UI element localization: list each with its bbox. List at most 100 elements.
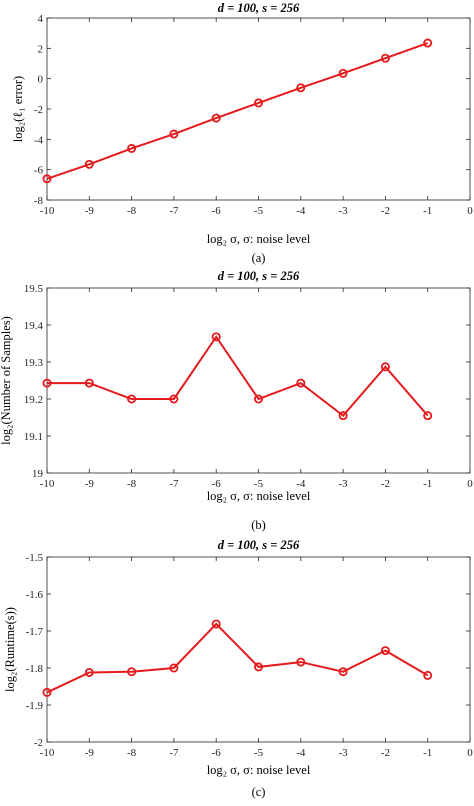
chart-title: d = 100, s = 256 (218, 538, 300, 552)
data-point (338, 411, 348, 421)
plot-area (46, 17, 471, 201)
x-tick-label: 0 (467, 205, 473, 217)
x-tick-label: -8 (127, 205, 137, 217)
series-line (46, 42, 429, 180)
data-point (380, 362, 390, 372)
y-tick-label: -2 (34, 104, 43, 116)
y-tick-label: 19 (32, 468, 44, 480)
data-point (42, 174, 52, 184)
x-tick-label: -10 (40, 747, 55, 759)
y-tick-label: 2 (38, 43, 44, 55)
data-point (42, 378, 52, 388)
x-axis-label: log₂ σ, σ: noise level (207, 763, 311, 777)
data-point (423, 38, 433, 48)
data-point (84, 667, 94, 677)
x-tick-label: -6 (212, 747, 222, 759)
y-axis-label: log₂(ℓ₁ error) (11, 76, 25, 142)
x-tick-label: -7 (169, 478, 179, 490)
y-tick-label: -2 (34, 737, 43, 749)
data-point (169, 394, 179, 404)
data-point (380, 646, 390, 656)
x-tick-label: -1 (423, 478, 432, 490)
chart-panel-3: -10 -9 -8 -7 -6 -5 -4 -3 -2 -1 0-2-1.9-1.8-1.7-1.6… (3, 538, 473, 799)
x-axis-label: log₂ σ, σ: noise level (207, 232, 311, 246)
y-tick-label: -8 (34, 195, 44, 207)
panel-caption: (b) (251, 518, 266, 532)
y-tick-label: 0 (38, 74, 44, 86)
x-tick-label: -2 (381, 205, 390, 217)
data-point (84, 159, 94, 169)
y-tick-label: 4 (38, 13, 44, 25)
y-tick-label: -6 (34, 165, 44, 177)
y-tick-label: -4 (34, 134, 44, 146)
data-point (42, 687, 52, 697)
data-point (169, 129, 179, 139)
data-point (296, 657, 306, 667)
x-tick-label: -1 (423, 747, 432, 759)
x-tick-label: -5 (254, 205, 264, 217)
data-point (211, 332, 221, 342)
data-point (127, 394, 137, 404)
x-tick-label: -10 (40, 478, 55, 490)
data-point (211, 619, 221, 629)
data-point (127, 143, 137, 153)
x-tick-label: -3 (339, 478, 349, 490)
x-tick-label: -8 (127, 747, 137, 759)
y-tick-label: 19.4 (24, 320, 44, 332)
x-tick-label: -8 (127, 478, 137, 490)
series-line (46, 622, 429, 694)
y-tick-label: 19.5 (24, 283, 44, 295)
x-tick-label: 0 (467, 478, 473, 490)
data-point (127, 667, 137, 677)
data-point (169, 663, 179, 673)
data-point (423, 670, 433, 680)
y-tick-label: 19.3 (24, 357, 44, 369)
x-tick-label: -6 (212, 205, 222, 217)
data-point (380, 53, 390, 63)
data-point (423, 411, 433, 421)
y-tick-label: -1.6 (26, 589, 44, 601)
data-point (296, 83, 306, 93)
x-tick-label: -3 (339, 747, 349, 759)
data-point (253, 98, 263, 108)
chart-title: d = 100, s = 256 (218, 1, 300, 15)
y-axis-label: log₂(Runtime(s)) (3, 607, 17, 692)
panel-caption: (c) (252, 785, 266, 799)
x-tick-label: -2 (381, 747, 390, 759)
y-tick-label: 19.1 (24, 431, 43, 443)
data-point (338, 667, 348, 677)
y-tick-label: -1.5 (26, 552, 44, 564)
panel-caption: (a) (252, 251, 266, 265)
y-axis-label: log₂(Number of Samples) (0, 316, 13, 445)
data-point (211, 113, 221, 123)
x-tick-label: -9 (85, 478, 95, 490)
data-point (338, 68, 348, 78)
y-tick-label: -1.8 (26, 663, 44, 675)
x-tick-label: -4 (296, 478, 306, 490)
y-tick-label: -1.7 (26, 626, 44, 638)
x-axis-label: log₂ σ, σ: noise level (207, 489, 311, 503)
x-tick-label: -5 (254, 747, 264, 759)
x-tick-label: -2 (381, 478, 390, 490)
x-tick-label: -4 (296, 205, 306, 217)
x-tick-label: -7 (169, 747, 179, 759)
data-point (253, 662, 263, 672)
y-tick-label: -1.9 (26, 700, 44, 712)
chart-panel-2: -10 -9 -8 -7 -6 -5 -4 -3 -2 -1 01919.119.219.319.4… (0, 269, 473, 532)
data-point (84, 378, 94, 388)
x-tick-label: -6 (212, 478, 222, 490)
x-tick-label: -10 (40, 205, 55, 217)
plot-area (46, 556, 471, 743)
series-line (47, 335, 429, 418)
x-tick-label: 0 (467, 747, 473, 759)
plot-area (46, 287, 471, 474)
x-tick-label: -9 (85, 205, 95, 217)
x-tick-label: -3 (339, 205, 349, 217)
y-tick-label: 19.2 (24, 394, 43, 406)
x-tick-label: -4 (296, 747, 306, 759)
data-point (296, 378, 306, 388)
x-tick-label: -7 (169, 205, 179, 217)
chart-title: d = 100, s = 256 (218, 269, 300, 283)
